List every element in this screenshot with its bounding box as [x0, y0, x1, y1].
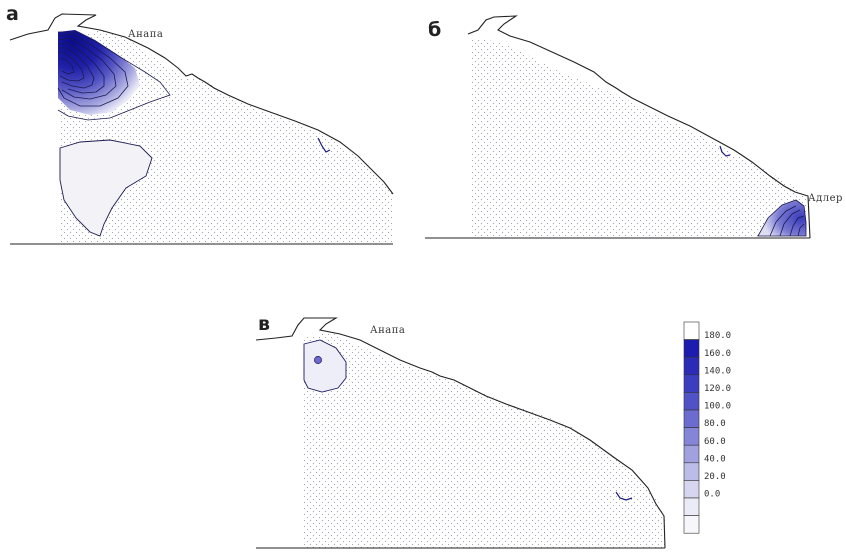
contours-b: [769, 205, 805, 237]
legend-label: 120.0: [704, 384, 731, 394]
legend-label: 160.0: [704, 349, 731, 359]
panel-letter-b: б: [428, 19, 441, 41]
small-eddy-b: [719, 145, 731, 157]
concentration-hotspot-a: [58, 30, 140, 115]
legend-label: 180.0: [704, 331, 731, 341]
legend-swatch: [683, 480, 700, 499]
small-eddy-a: [317, 137, 331, 153]
legend-label: 0.0: [704, 490, 720, 500]
color-scale-legend: 180.0 160.0 140.0 120.0 100.0 80.0 60.0 40.0 20.…: [683, 321, 731, 534]
legend-swatch: [683, 427, 700, 446]
legend-swatch: [683, 515, 700, 534]
concentration-blob-v: [303, 339, 347, 393]
legend-label: 80.0: [704, 419, 726, 429]
place-label-a: Анапа: [128, 29, 163, 40]
legend-label: 140.0: [704, 366, 731, 376]
legend-label: 100.0: [704, 402, 731, 412]
legend-label: 60.0: [704, 437, 726, 447]
legend-swatch: [683, 444, 700, 464]
sea-area-a: [60, 30, 393, 244]
sea-area-v: [304, 332, 665, 548]
blob-core-v: [314, 356, 322, 364]
panel-letter-v: в: [258, 313, 270, 335]
legend-swatch: [683, 462, 700, 481]
small-eddy-v: [615, 491, 633, 501]
legend-swatch: [683, 321, 700, 340]
legend-label: 20.0: [704, 472, 726, 482]
legend-swatch: [683, 356, 700, 376]
panel-letter-a: а: [6, 3, 19, 25]
place-label-v: Анапа: [370, 325, 405, 336]
legend-swatch: [683, 374, 700, 393]
map-panel-b: б Анапа Адлер: [425, 15, 843, 239]
legend-swatch: [683, 392, 700, 411]
contours-a: [57, 31, 171, 121]
map-panel-a: а Анапа: [6, 3, 394, 245]
concentration-hotspot-b: [757, 199, 807, 237]
legend-swatch: [683, 409, 700, 428]
lobe-a: [59, 139, 153, 237]
coastline-v: [255, 317, 666, 549]
legend-swatch: [683, 339, 700, 358]
coastline-a: [9, 13, 394, 195]
coastline-b: [467, 15, 811, 239]
place-label-b-visible: Адлер: [808, 193, 843, 204]
legend-swatch: [683, 497, 700, 516]
legend-label: 40.0: [704, 454, 726, 464]
map-panel-v: в Анапа: [255, 313, 666, 549]
sea-area-b: [472, 38, 808, 238]
